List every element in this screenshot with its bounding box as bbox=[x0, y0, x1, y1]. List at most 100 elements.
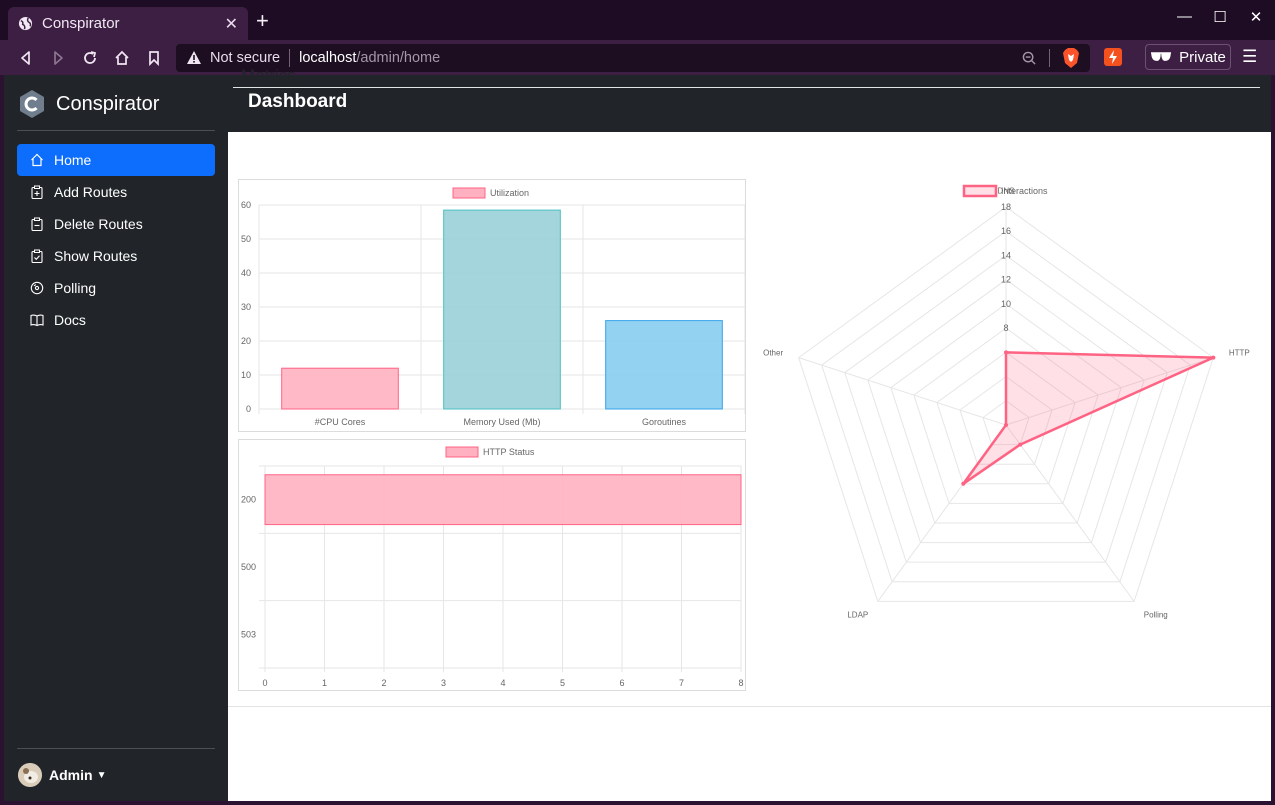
bar bbox=[605, 320, 723, 410]
radar-tick-label: 10 bbox=[1001, 299, 1011, 309]
legend-swatch bbox=[445, 446, 479, 458]
clipboard-check-icon bbox=[31, 249, 43, 263]
back-button[interactable] bbox=[10, 42, 42, 74]
radar-spoke bbox=[798, 357, 1007, 426]
brand[interactable]: Conspirator bbox=[18, 89, 159, 119]
sidebar-item-docs[interactable]: Docs bbox=[17, 304, 215, 336]
bookmark-icon bbox=[149, 50, 159, 66]
utilization-chart: Utilization 0 10 20 30 40 50 60 #CPU Cores Memory… bbox=[241, 187, 746, 427]
radar-tick-label: 14 bbox=[1001, 250, 1011, 260]
sidebar-item-polling[interactable]: Polling bbox=[17, 272, 215, 304]
legend-swatch bbox=[452, 187, 486, 199]
x-tick-label: Memory Used (Mb) bbox=[463, 417, 540, 427]
sidebar-nav: Home Add Routes Delete Routes Show Route… bbox=[17, 144, 215, 336]
reload-icon bbox=[84, 50, 97, 64]
radar-tick-label: 18 bbox=[1001, 202, 1011, 212]
caret-down-icon: ▼ bbox=[96, 769, 107, 781]
section-title: Metrics bbox=[241, 66, 296, 85]
y-tick-label: 50 bbox=[241, 234, 251, 244]
x-tick-label: 6 bbox=[619, 678, 624, 688]
x-tick-label: 8 bbox=[738, 678, 743, 688]
home-button[interactable] bbox=[106, 42, 138, 74]
user-menu[interactable]: Admin ▼ bbox=[18, 763, 106, 787]
x-tick-label: 4 bbox=[500, 678, 505, 688]
radar-series bbox=[962, 351, 1214, 485]
radar-spoke bbox=[1005, 357, 1214, 426]
x-tick-label: 1 bbox=[322, 678, 327, 688]
x-tick-label: 3 bbox=[441, 678, 446, 688]
y-tick-label: 10 bbox=[241, 370, 251, 380]
brave-shields-icon[interactable] bbox=[1062, 48, 1080, 68]
metrics-card-header: Metrics bbox=[233, 63, 1260, 88]
close-window-button[interactable]: ✕ bbox=[1249, 9, 1263, 26]
radar-point bbox=[1004, 423, 1008, 427]
http-status-chart: HTTP Status 0 1 2 3 4 5 6 7 8 200 500 503 bbox=[241, 446, 744, 688]
globe-icon bbox=[18, 16, 33, 31]
y-tick-label: 0 bbox=[246, 404, 251, 414]
sidebar-item-label: Add Routes bbox=[54, 184, 128, 200]
sidebar-item-home[interactable]: Home bbox=[17, 144, 215, 176]
sidebar-item-show-routes[interactable]: Show Routes bbox=[17, 240, 215, 272]
url-divider bbox=[1049, 49, 1050, 67]
y-tick-label: 500 bbox=[241, 562, 256, 572]
radar-grid bbox=[890, 303, 1122, 524]
bar bbox=[264, 474, 742, 526]
y-tick-label: 503 bbox=[241, 629, 256, 639]
forward-button[interactable] bbox=[42, 42, 74, 74]
close-tab-icon[interactable]: ✕ bbox=[224, 15, 238, 33]
utilization-chart-panel: Utilization 0 10 20 30 40 50 60 #CPU Cores Memory… bbox=[238, 179, 746, 432]
bar bbox=[443, 209, 561, 410]
address-bar[interactable]: Not secure localhost/admin/home bbox=[176, 44, 1090, 72]
hamburger-menu-icon[interactable]: ☰ bbox=[1242, 47, 1258, 66]
disc-icon bbox=[30, 281, 44, 295]
top-bar: Dashboard bbox=[228, 75, 1271, 132]
y-tick-label: 60 bbox=[241, 200, 251, 210]
radar-point bbox=[1211, 355, 1216, 360]
sidebar-item-label: Show Routes bbox=[54, 248, 138, 264]
sidebar-item-delete-routes[interactable]: Delete Routes bbox=[17, 208, 215, 240]
sidebar-item-label: Home bbox=[54, 152, 92, 168]
clipboard-plus-icon bbox=[31, 185, 43, 199]
user-name: Admin bbox=[49, 767, 93, 783]
x-tick-label: #CPU Cores bbox=[315, 417, 366, 427]
y-tick-label: 40 bbox=[241, 268, 251, 278]
rewards-icon[interactable] bbox=[1104, 48, 1122, 66]
brand-name: Conspirator bbox=[56, 92, 160, 115]
minimize-button[interactable]: — bbox=[1177, 8, 1192, 25]
avatar bbox=[18, 763, 42, 787]
bookmark-button[interactable] bbox=[138, 42, 170, 74]
x-tick-label: 5 bbox=[560, 678, 565, 688]
radar-grid bbox=[798, 206, 1214, 602]
tab-title: Conspirator bbox=[42, 15, 120, 32]
radar-axis-label: HTTP bbox=[1229, 349, 1250, 358]
security-label[interactable]: Not secure bbox=[210, 50, 281, 66]
x-tick-label: Goroutines bbox=[642, 417, 687, 427]
interactions-chart-panel: Interactions DNS HTTP Polling LDAP Other 8 10 12… bbox=[752, 179, 1260, 691]
y-tick-label: 200 bbox=[241, 495, 256, 505]
radar-grid bbox=[982, 400, 1030, 446]
sidebar-item-add-routes[interactable]: Add Routes bbox=[17, 176, 215, 208]
reload-button[interactable] bbox=[74, 42, 106, 74]
new-tab-button[interactable]: + bbox=[256, 8, 269, 33]
radar-grid bbox=[936, 351, 1076, 485]
url-path: /admin/home bbox=[356, 50, 441, 66]
radar-grid bbox=[867, 279, 1145, 544]
sidebar-divider bbox=[17, 748, 215, 749]
y-tick-label: 20 bbox=[241, 336, 251, 346]
url-host: localhost bbox=[299, 50, 357, 66]
browser-tab-bar: Conspirator ✕ + — ☐ ✕ bbox=[0, 0, 1275, 40]
radar-axis-label: Polling bbox=[1144, 611, 1168, 620]
sidebar-item-label: Polling bbox=[54, 280, 97, 296]
sunglasses-icon bbox=[1151, 52, 1172, 61]
sidebar-divider bbox=[17, 130, 215, 131]
radar-axis-label: DNS bbox=[998, 187, 1015, 196]
private-indicator[interactable]: Private bbox=[1145, 44, 1231, 70]
legend-label: HTTP Status bbox=[483, 447, 535, 457]
x-tick-label: 0 bbox=[262, 678, 267, 688]
radar-grid bbox=[821, 230, 1191, 583]
browser-tab[interactable]: Conspirator ✕ bbox=[8, 7, 248, 40]
maximize-button[interactable]: ☐ bbox=[1213, 9, 1227, 26]
zoom-out-icon[interactable] bbox=[1022, 51, 1037, 66]
private-label: Private bbox=[1179, 48, 1226, 66]
